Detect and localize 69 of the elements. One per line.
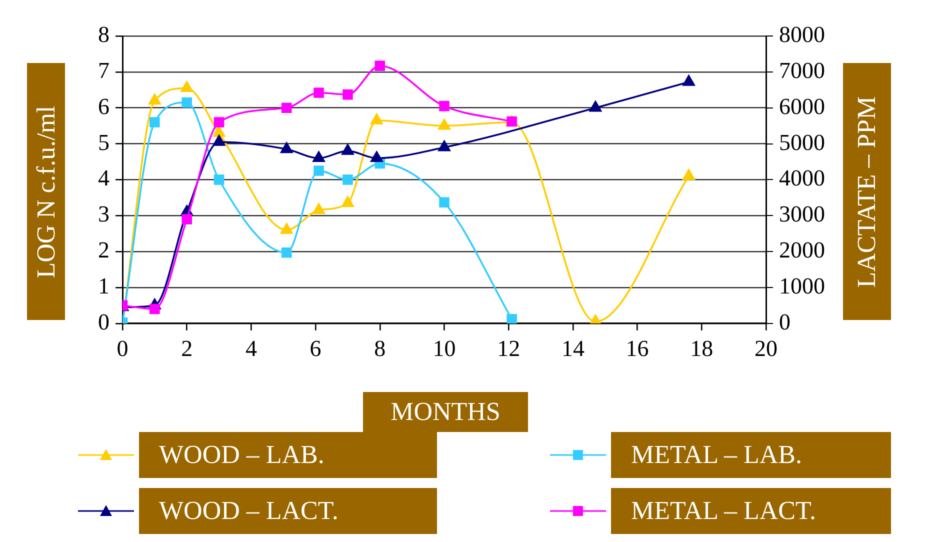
point: [506, 314, 517, 324]
point: [212, 135, 226, 146]
y-axis-title: LOG N c.f.u./ml: [31, 105, 61, 278]
point: [148, 94, 161, 105]
y-tick-label: 2: [98, 238, 110, 263]
x-tick-label: 18: [690, 336, 714, 362]
point: [280, 223, 293, 234]
y-tick-label: 3: [98, 202, 110, 227]
point: [342, 144, 354, 155]
point: [150, 117, 160, 128]
point: [682, 75, 695, 86]
point: [589, 100, 602, 112]
y2-tick-label: 8000: [779, 22, 825, 48]
x-axis-title: MONTHS: [363, 392, 528, 432]
point: [342, 196, 354, 207]
x-tick-label: 0: [116, 336, 128, 362]
point: [682, 169, 695, 180]
x-tick-label: 6: [310, 336, 322, 362]
point: [439, 197, 450, 208]
y-tick-label: 7: [98, 58, 110, 83]
legend-label: METAL – LACT.: [611, 488, 891, 534]
point: [314, 166, 324, 176]
y2-tick-label: 6000: [779, 94, 825, 119]
point: [214, 117, 224, 128]
point: [438, 140, 450, 152]
point: [312, 203, 325, 214]
point: [180, 81, 193, 92]
point: [281, 247, 292, 258]
point: [182, 214, 192, 224]
legend-label: METAL – LAB.: [611, 432, 891, 478]
point: [182, 97, 192, 108]
legend-label: WOOD – LAB.: [139, 432, 437, 478]
legend-label: WOOD – LACT.: [139, 488, 437, 534]
y2-tick-label: 3000: [779, 202, 825, 227]
point: [439, 100, 450, 112]
point: [342, 174, 353, 185]
point: [280, 142, 293, 154]
point: [212, 126, 226, 137]
point: [370, 151, 383, 162]
x-tick-label: 10: [432, 336, 456, 362]
y2-tick-label: 5000: [779, 130, 825, 155]
x-tick-label: 8: [374, 336, 386, 362]
y-tick-label: 4: [98, 166, 110, 191]
y-tick-label: 8: [98, 22, 110, 48]
point: [312, 151, 325, 162]
y2-tick-label: 1000: [779, 274, 825, 299]
y-tick-label: 5: [98, 130, 110, 155]
point: [150, 304, 160, 314]
point: [342, 89, 353, 100]
point: [374, 60, 386, 71]
x-tick-label: 12: [497, 336, 520, 362]
y2-tick-label: 2000: [779, 238, 825, 263]
x-tick-label: 2: [181, 336, 193, 362]
point: [214, 174, 224, 185]
y2-tick-label: 7000: [779, 58, 825, 83]
y-tick-label: 6: [98, 94, 110, 119]
x-tick-label: 16: [626, 336, 649, 362]
x-tick-label: 14: [561, 336, 585, 362]
point: [438, 118, 450, 130]
y-tick-label: 1: [98, 274, 110, 299]
point: [370, 114, 383, 124]
point: [281, 102, 292, 113]
y2-tick-label: 4000: [779, 166, 825, 191]
x-tick-label: 20: [754, 336, 778, 362]
y-tick-label: 0: [98, 309, 110, 334]
y2-tick-label: 0: [779, 309, 790, 334]
x-tick-label: 4: [245, 336, 258, 362]
y2-axis-title: LACTATE – PPM: [852, 96, 882, 288]
point: [314, 88, 324, 98]
